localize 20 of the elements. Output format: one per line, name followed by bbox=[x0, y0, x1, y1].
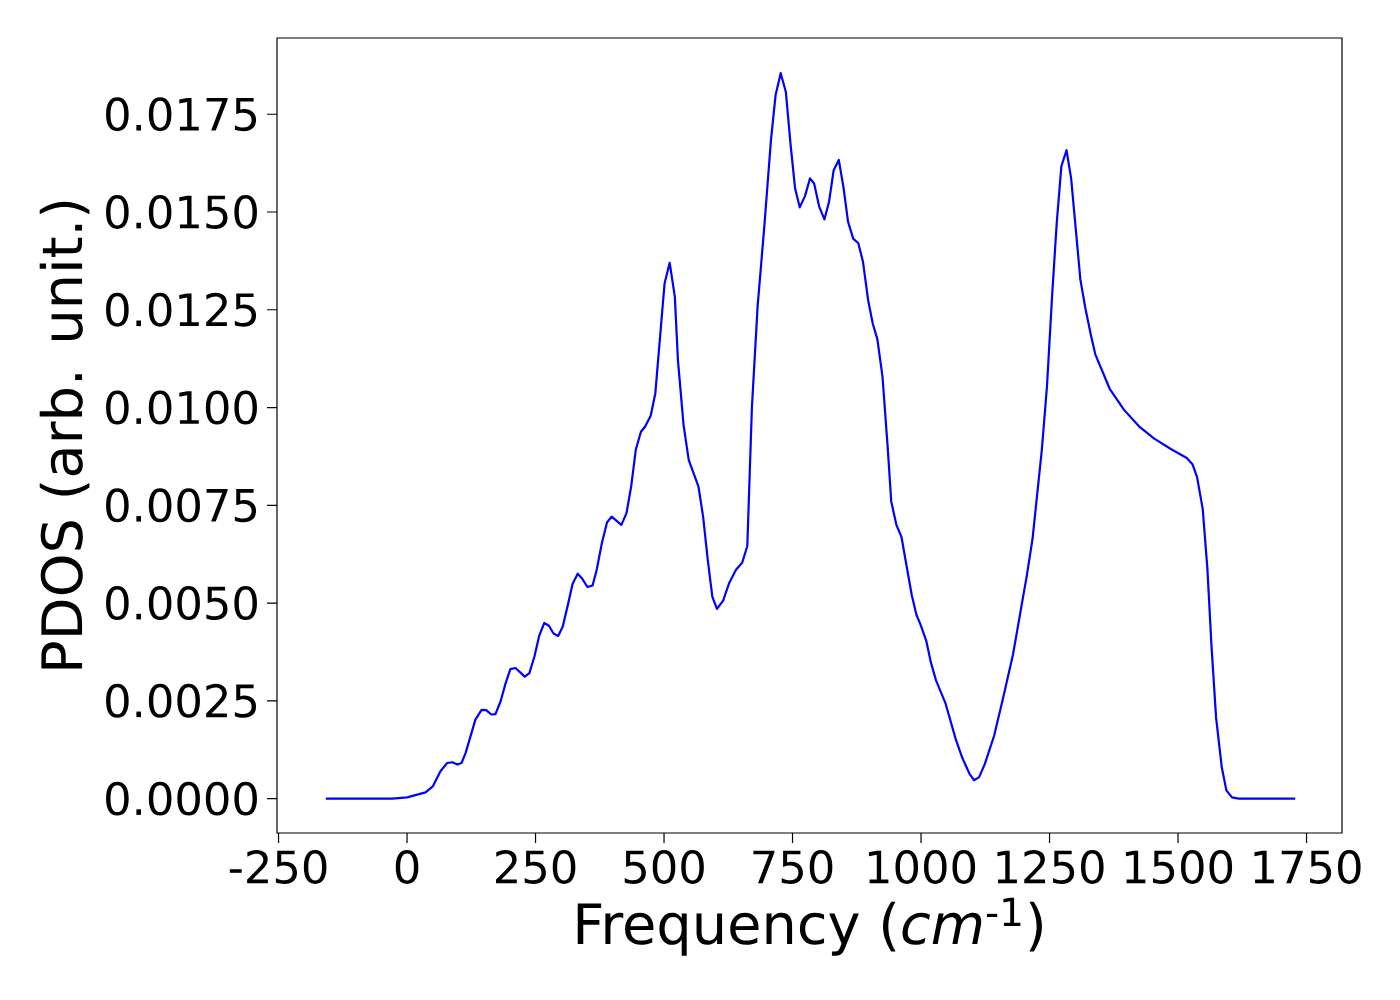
y-tick-label: 0.0000 bbox=[106, 781, 257, 816]
y-tick-label: 0.0125 bbox=[106, 292, 257, 327]
x-tick-label: 750 bbox=[753, 850, 833, 884]
x-tick-label: -250 bbox=[229, 850, 327, 884]
x-tick-label: 500 bbox=[624, 850, 704, 884]
x-tick-label: 1750 bbox=[1254, 850, 1361, 884]
x-tick-label: 250 bbox=[496, 850, 576, 884]
y-axis-title: PDOS (arb. unit.) bbox=[39, 201, 90, 669]
y-tick-label: 0.0075 bbox=[106, 488, 257, 523]
y-tick-label: 0.0175 bbox=[106, 97, 257, 132]
y-tick-label: 0.0025 bbox=[106, 683, 257, 718]
x-tick-label: 1250 bbox=[997, 850, 1104, 884]
x-axis-title: Frequency (cm$^{-1}$) bbox=[577, 897, 1042, 956]
x-tick-label: 0 bbox=[395, 850, 419, 884]
y-tick-label: 0.0150 bbox=[106, 195, 257, 229]
y-tick-label: 0.0050 bbox=[106, 586, 257, 621]
y-tick-label: 0.0100 bbox=[106, 390, 257, 425]
line-series bbox=[324, 72, 1297, 800]
x-tick-label: 1000 bbox=[868, 850, 976, 884]
x-tick-label: 1500 bbox=[1125, 850, 1233, 884]
